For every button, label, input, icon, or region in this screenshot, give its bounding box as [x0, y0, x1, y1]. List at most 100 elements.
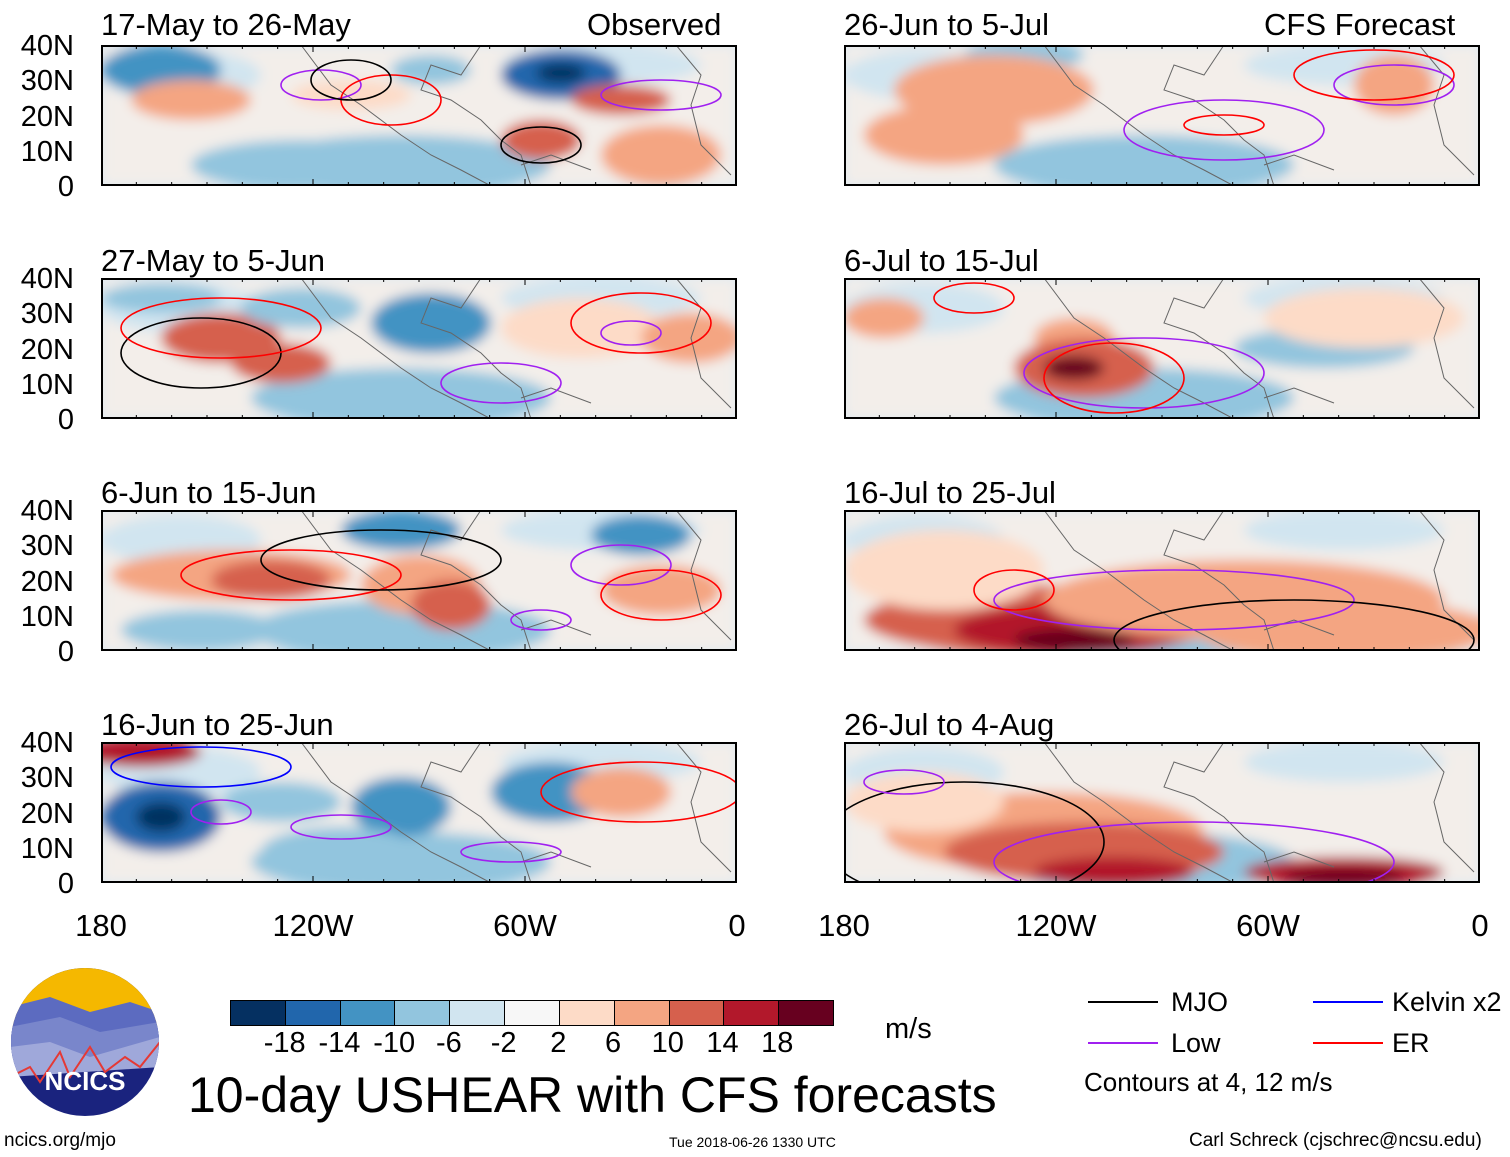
contour-line	[1113, 599, 1475, 651]
shading-region	[571, 85, 671, 115]
forecast-label: CFS Forecast	[1264, 7, 1456, 42]
panel-title: 6-Jun to 15-Jun	[101, 475, 317, 510]
coastline	[300, 278, 732, 419]
ncics-logo: NCICS	[11, 968, 159, 1116]
contour-line	[570, 292, 712, 354]
coastline	[1043, 510, 1475, 651]
logo-text: NCICS	[45, 1066, 126, 1096]
y-tick-label: 10N	[20, 600, 74, 633]
shading-region	[241, 288, 361, 328]
contour-line	[863, 769, 945, 795]
y-tick-label: 0	[57, 171, 74, 203]
colorbar-swatch	[231, 1001, 286, 1025]
map-panel	[101, 278, 737, 419]
shading-region	[1244, 510, 1444, 550]
legend-er-line	[1313, 1042, 1383, 1044]
shading-region	[601, 125, 721, 185]
x-tick-label: 180	[818, 908, 870, 943]
shading-region	[211, 560, 331, 600]
shading-region	[191, 140, 411, 186]
shading-region	[844, 298, 924, 338]
panel-title: 26-Jun to 5-Jul	[844, 7, 1050, 42]
colorbar-label: 6	[605, 1027, 622, 1059]
colorbar-swatch	[505, 1001, 560, 1025]
y-tick-label: 0	[57, 404, 74, 436]
shading-region	[844, 772, 1004, 832]
colorbar-label: 18	[761, 1027, 794, 1059]
shading-region	[601, 565, 721, 615]
colorbar-swatch	[779, 1001, 833, 1025]
coastline	[1043, 742, 1475, 883]
legend-low-line	[1088, 1042, 1158, 1044]
y-tick-label: 30N	[20, 530, 74, 563]
colorbar-swatch	[559, 1001, 615, 1025]
shading-region	[591, 515, 691, 555]
y-tick-label: 20N	[20, 565, 74, 598]
y-tick-label: 0	[57, 868, 74, 900]
shading-region	[131, 80, 251, 120]
contour-line	[460, 841, 562, 863]
y-tick-label: 30N	[20, 762, 74, 795]
panel-title: 16-Jul to 25-Jul	[844, 475, 1056, 510]
y-tick-label: 0	[57, 636, 74, 668]
shading-region	[1244, 742, 1444, 782]
legend-kelvin: Kelvin x2	[1392, 987, 1502, 1017]
shading-region	[571, 767, 671, 817]
contour-line	[120, 317, 282, 389]
contour-line	[440, 362, 562, 404]
shading-region	[1264, 288, 1464, 348]
contour-line	[260, 529, 502, 591]
contour-line	[290, 814, 392, 840]
legend-er: ER	[1392, 1028, 1430, 1058]
shading-region	[136, 802, 186, 832]
contour-line	[180, 549, 402, 601]
shading-region	[994, 135, 1294, 186]
contour-line	[570, 544, 672, 586]
colorbar-swatch	[614, 1001, 670, 1025]
legend-mjo-line	[1088, 1001, 1158, 1003]
y-tick-label: 10N	[20, 832, 74, 865]
shading-region	[121, 610, 281, 650]
contour-line	[120, 297, 322, 359]
legend-mjo: MJO	[1171, 987, 1228, 1017]
contour-line	[1023, 337, 1265, 409]
y-tick-label: 20N	[20, 100, 74, 133]
shading-region	[1034, 857, 1194, 883]
shading-region	[101, 283, 221, 313]
footer-url[interactable]: ncics.org/mjo	[4, 1130, 116, 1151]
y-tick-label: 20N	[20, 797, 74, 830]
contour-line	[110, 746, 292, 788]
y-tick-label: 30N	[20, 298, 74, 331]
contour-line	[190, 799, 252, 825]
panel-title: 16-Jun to 25-Jun	[101, 707, 334, 742]
shading-region	[1044, 356, 1104, 380]
shading-region	[501, 298, 661, 358]
footer-timestamp: Tue 2018-06-26 1330 UTC	[669, 1134, 836, 1150]
coastline	[1043, 45, 1475, 186]
colorbar-label: -6	[436, 1027, 462, 1059]
y-tick-label: 30N	[20, 65, 74, 98]
panel-title: 27-May to 5-Jun	[101, 243, 325, 278]
main-title: 10-day USHEAR with CFS forecasts	[188, 1067, 997, 1123]
colorbar-swatch	[450, 1001, 506, 1025]
colorbar	[230, 1000, 834, 1026]
shading-region	[251, 368, 551, 419]
shading-region	[391, 55, 471, 85]
colorbar-label: -18	[263, 1027, 306, 1059]
colorbar-swatch	[669, 1001, 725, 1025]
colorbar-swatch	[395, 1001, 451, 1025]
y-tick-label: 40N	[20, 727, 74, 759]
shading-region	[501, 120, 581, 160]
footer-credit: Carl Schreck (cjschrec@ncsu.edu)	[1189, 1130, 1482, 1151]
y-tick-label: 40N	[20, 263, 74, 295]
panel-title: 26-Jul to 4-Aug	[844, 707, 1055, 742]
colorbar-label: 14	[706, 1027, 739, 1059]
map-panel	[844, 510, 1480, 651]
y-tick-label: 10N	[20, 368, 74, 401]
colorbar-swatch	[285, 1001, 341, 1025]
shading-region	[351, 777, 451, 837]
panel-title: 6-Jul to 15-Jul	[844, 243, 1039, 278]
colorbar-label: 2	[550, 1027, 567, 1059]
coastline	[300, 742, 732, 883]
contour-line	[1123, 99, 1325, 161]
